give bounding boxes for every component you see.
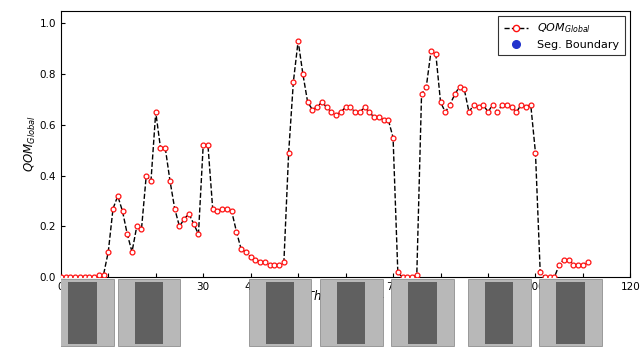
Bar — [540, 279, 602, 346]
Bar — [266, 282, 294, 344]
Text: $Threshold_{inter}$: $Threshold_{inter}$ — [306, 289, 385, 305]
Bar — [118, 279, 180, 346]
Legend: $QOM_{Global}$, Seg. Boundary: $QOM_{Global}$, Seg. Boundary — [499, 16, 625, 55]
Bar — [557, 282, 585, 344]
Bar — [391, 279, 454, 346]
Bar — [485, 282, 513, 344]
Bar — [135, 282, 163, 344]
Bar — [68, 282, 97, 344]
Bar — [51, 279, 114, 346]
Y-axis label: $QOM_{Global}$: $QOM_{Global}$ — [23, 115, 38, 172]
Bar — [320, 279, 383, 346]
Bar — [249, 279, 312, 346]
Bar — [337, 282, 365, 344]
Bar — [468, 279, 531, 346]
Bar — [408, 282, 436, 344]
